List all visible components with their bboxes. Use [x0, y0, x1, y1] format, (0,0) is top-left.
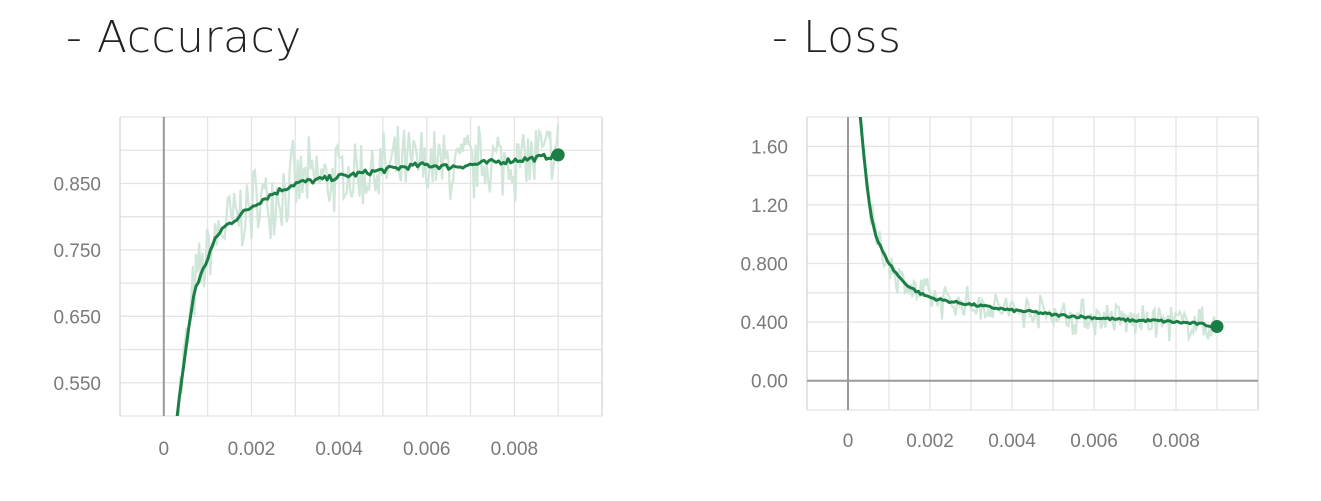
- x-tick-label: 0.002: [228, 439, 276, 460]
- x-tick-label: 0.002: [906, 431, 954, 452]
- x-tick-label: 0.004: [988, 431, 1036, 452]
- x-tick-label: 0.004: [315, 439, 363, 460]
- y-tick-label: 0.550: [53, 374, 101, 395]
- series-end-marker[interactable]: [551, 148, 565, 162]
- x-tick-label: 0.008: [1152, 431, 1200, 452]
- series-end-marker[interactable]: [1210, 319, 1224, 333]
- plot-area: [806, 116, 1259, 411]
- y-tick-label: 1.20: [751, 196, 788, 217]
- x-tick-label: 0: [159, 439, 170, 460]
- y-tick-label: 0.00: [751, 372, 788, 393]
- series-line: [858, 117, 1218, 328]
- x-tick-label: 0.006: [1070, 431, 1118, 452]
- y-tick-label: 0.400: [740, 313, 788, 334]
- loss-title: - Loss: [772, 12, 902, 63]
- series-line: [175, 151, 559, 416]
- y-tick-label: 0.800: [740, 255, 788, 276]
- x-tick-label: 0: [843, 431, 854, 452]
- plot-area: [119, 116, 603, 417]
- y-tick-label: 0.750: [53, 241, 101, 262]
- loss-chart: 0 0.002 0.004 0.006 0.008 0.00 0.400 0.800 1.20 1…: [740, 116, 1259, 452]
- series-raw-line: [859, 117, 1218, 343]
- series-raw-line: [177, 124, 560, 416]
- accuracy-chart: 0 0.002 0.004 0.006 0.008 0.550 0.650 0.750 0.85…: [53, 116, 603, 460]
- y-tick-label: 1.60: [751, 137, 788, 158]
- accuracy-title: - Accuracy: [66, 12, 302, 63]
- x-tick-label: 0.008: [491, 439, 539, 460]
- x-tick-label: 0.006: [403, 439, 451, 460]
- y-tick-label: 0.850: [53, 174, 101, 195]
- y-tick-label: 0.650: [53, 307, 101, 328]
